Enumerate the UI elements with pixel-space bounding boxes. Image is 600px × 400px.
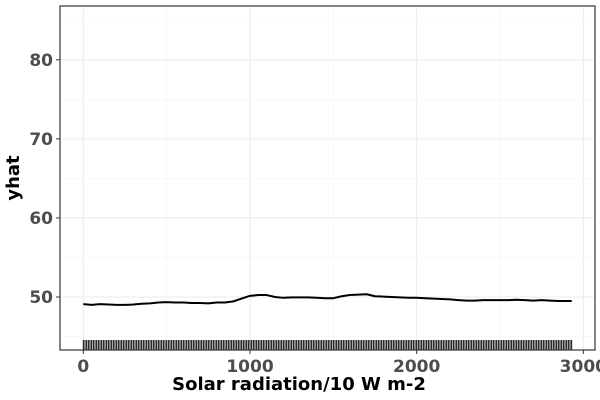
y-tick-label: 70 (29, 130, 53, 150)
x-tick-label: 2000 (393, 357, 440, 377)
plot-border (59, 5, 596, 351)
axes: 0 1000 2000 3000 50 60 70 80 (29, 51, 600, 377)
series-line (83, 293, 572, 306)
y-tick-label: 60 (29, 209, 53, 229)
x-tick-label: 3000 (560, 357, 600, 377)
rug-plot (82, 340, 573, 350)
x-axis-title: Solar radiation/10 W m-2 (172, 374, 426, 395)
y-tick-label: 50 (29, 288, 53, 308)
y-axis-title: yhat (3, 155, 24, 201)
x-tick-label: 0 (77, 357, 89, 377)
x-tick-label: 1000 (226, 357, 273, 377)
y-tick-label: 80 (29, 51, 53, 71)
grid (60, 6, 595, 350)
series-layer (83, 293, 572, 306)
